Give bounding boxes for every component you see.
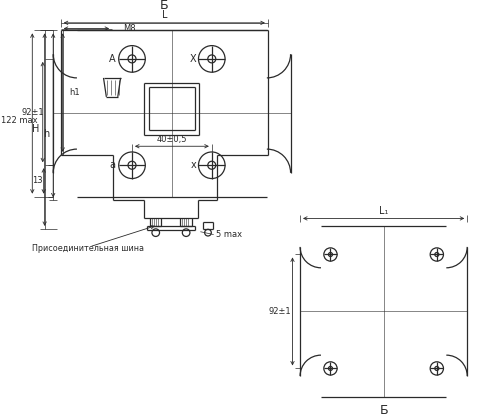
Text: M8: M8 bbox=[123, 24, 136, 33]
Text: Присоединительная шина: Присоединительная шина bbox=[32, 244, 144, 253]
Text: 92±1: 92±1 bbox=[22, 108, 45, 116]
Text: L: L bbox=[162, 10, 167, 20]
Text: A: A bbox=[109, 54, 116, 64]
Text: h1: h1 bbox=[69, 88, 79, 97]
Text: 40±0,5: 40±0,5 bbox=[156, 135, 187, 144]
Text: a: a bbox=[110, 160, 116, 170]
Text: 92±1: 92±1 bbox=[269, 307, 291, 316]
Text: x: x bbox=[191, 160, 197, 170]
Text: H: H bbox=[33, 124, 40, 134]
Text: L₁: L₁ bbox=[379, 206, 388, 216]
Text: Б: Б bbox=[160, 0, 168, 12]
Text: h: h bbox=[43, 129, 49, 139]
Text: Б: Б bbox=[379, 404, 388, 417]
Text: 122 max: 122 max bbox=[0, 116, 37, 125]
Text: 5 max: 5 max bbox=[216, 230, 242, 239]
Text: X: X bbox=[190, 54, 197, 64]
Text: 13: 13 bbox=[32, 176, 42, 185]
